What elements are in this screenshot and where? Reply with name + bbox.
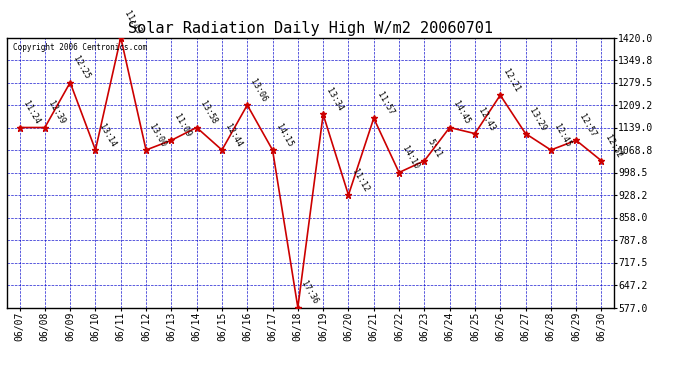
Text: 13:58: 13:58	[198, 100, 218, 126]
Text: 12:39: 12:39	[46, 100, 66, 126]
Text: 11:12: 11:12	[350, 168, 370, 194]
Text: 14:15: 14:15	[274, 123, 294, 148]
Text: 11:09: 11:09	[172, 113, 193, 139]
Text: 11:43: 11:43	[122, 10, 142, 36]
Text: 13:14: 13:14	[97, 123, 117, 148]
Text: 12:45: 12:45	[552, 123, 573, 148]
Text: 12:57: 12:57	[578, 113, 598, 139]
Text: 13:00: 13:00	[148, 123, 168, 148]
Text: 12:25: 12:25	[72, 55, 92, 81]
Text: 14:45: 14:45	[451, 100, 471, 126]
Text: 17:36: 17:36	[299, 280, 319, 306]
Text: 12:21: 12:21	[502, 68, 522, 94]
Text: 12:43: 12:43	[476, 106, 497, 132]
Text: Copyright 2006 Centronics.com: Copyright 2006 Centronics.com	[13, 43, 147, 52]
Text: 11:24: 11:24	[21, 100, 41, 126]
Text: 13:06: 13:06	[248, 78, 269, 104]
Text: 11:57: 11:57	[375, 91, 395, 117]
Text: 13:34: 13:34	[324, 87, 345, 113]
Text: 12:52: 12:52	[603, 133, 623, 159]
Text: 14:10: 14:10	[400, 145, 421, 171]
Text: 12:44: 12:44	[224, 123, 244, 148]
Text: 13:29: 13:29	[527, 106, 547, 132]
Title: Solar Radiation Daily High W/m2 20060701: Solar Radiation Daily High W/m2 20060701	[128, 21, 493, 36]
Text: 5:11: 5:11	[426, 138, 444, 159]
